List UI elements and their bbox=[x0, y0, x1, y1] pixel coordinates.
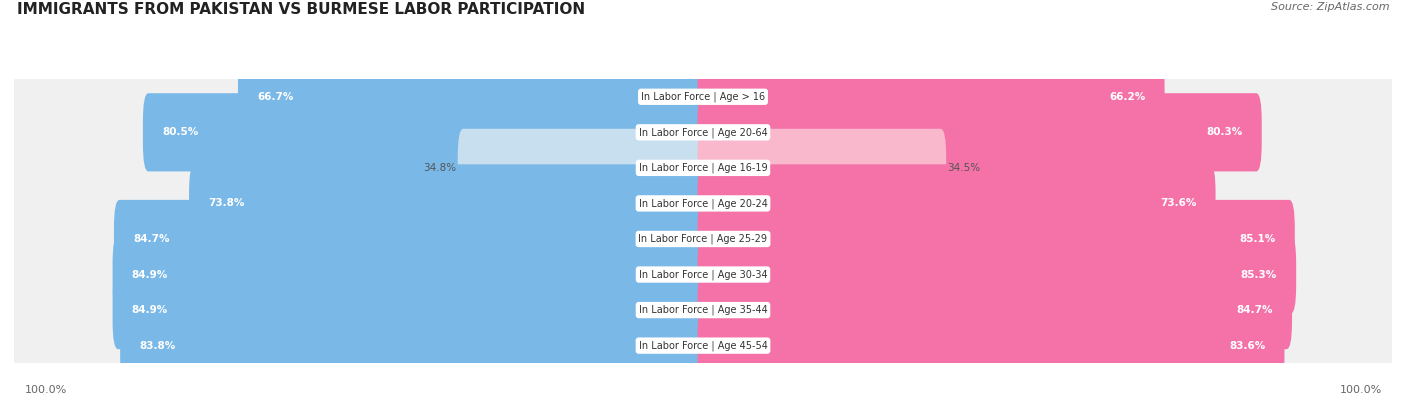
FancyBboxPatch shape bbox=[697, 235, 1296, 314]
Text: 84.7%: 84.7% bbox=[1236, 305, 1272, 315]
Text: In Labor Force | Age 20-24: In Labor Force | Age 20-24 bbox=[638, 198, 768, 209]
FancyBboxPatch shape bbox=[13, 217, 1393, 332]
Text: 73.6%: 73.6% bbox=[1160, 198, 1197, 209]
FancyBboxPatch shape bbox=[13, 110, 1393, 226]
Text: 73.8%: 73.8% bbox=[208, 198, 245, 209]
Text: 100.0%: 100.0% bbox=[1340, 386, 1382, 395]
Text: In Labor Force | Age 45-54: In Labor Force | Age 45-54 bbox=[638, 340, 768, 351]
FancyBboxPatch shape bbox=[697, 271, 1292, 349]
Text: 83.6%: 83.6% bbox=[1229, 340, 1265, 351]
FancyBboxPatch shape bbox=[114, 200, 709, 278]
FancyBboxPatch shape bbox=[112, 271, 709, 349]
FancyBboxPatch shape bbox=[112, 235, 709, 314]
Text: 84.9%: 84.9% bbox=[132, 269, 169, 280]
FancyBboxPatch shape bbox=[120, 307, 709, 385]
Text: 85.3%: 85.3% bbox=[1240, 269, 1277, 280]
Text: 84.7%: 84.7% bbox=[134, 234, 170, 244]
Text: In Labor Force | Age 35-44: In Labor Force | Age 35-44 bbox=[638, 305, 768, 315]
Text: In Labor Force | Age 25-29: In Labor Force | Age 25-29 bbox=[638, 234, 768, 244]
FancyBboxPatch shape bbox=[13, 181, 1393, 297]
FancyBboxPatch shape bbox=[13, 252, 1393, 368]
FancyBboxPatch shape bbox=[188, 164, 709, 243]
FancyBboxPatch shape bbox=[143, 93, 709, 171]
Text: 66.7%: 66.7% bbox=[257, 92, 294, 102]
Text: 100.0%: 100.0% bbox=[24, 386, 66, 395]
Text: 66.2%: 66.2% bbox=[1109, 92, 1146, 102]
Text: IMMIGRANTS FROM PAKISTAN VS BURMESE LABOR PARTICIPATION: IMMIGRANTS FROM PAKISTAN VS BURMESE LABO… bbox=[17, 2, 585, 17]
Text: In Labor Force | Age 16-19: In Labor Force | Age 16-19 bbox=[638, 163, 768, 173]
Text: In Labor Force | Age 30-34: In Labor Force | Age 30-34 bbox=[638, 269, 768, 280]
FancyBboxPatch shape bbox=[458, 129, 709, 207]
Text: In Labor Force | Age > 16: In Labor Force | Age > 16 bbox=[641, 92, 765, 102]
FancyBboxPatch shape bbox=[13, 75, 1393, 190]
Text: Source: ZipAtlas.com: Source: ZipAtlas.com bbox=[1271, 2, 1389, 12]
Text: 80.3%: 80.3% bbox=[1206, 127, 1243, 137]
Text: In Labor Force | Age 20-64: In Labor Force | Age 20-64 bbox=[638, 127, 768, 137]
FancyBboxPatch shape bbox=[697, 164, 1216, 243]
FancyBboxPatch shape bbox=[697, 93, 1261, 171]
Text: 83.8%: 83.8% bbox=[139, 340, 176, 351]
Text: 34.5%: 34.5% bbox=[948, 163, 981, 173]
FancyBboxPatch shape bbox=[13, 146, 1393, 261]
FancyBboxPatch shape bbox=[697, 200, 1295, 278]
FancyBboxPatch shape bbox=[697, 129, 946, 207]
Text: 84.9%: 84.9% bbox=[132, 305, 169, 315]
Text: 85.1%: 85.1% bbox=[1239, 234, 1275, 244]
FancyBboxPatch shape bbox=[13, 288, 1393, 395]
Text: 80.5%: 80.5% bbox=[162, 127, 198, 137]
FancyBboxPatch shape bbox=[697, 58, 1164, 136]
FancyBboxPatch shape bbox=[697, 307, 1285, 385]
Text: 34.8%: 34.8% bbox=[423, 163, 457, 173]
FancyBboxPatch shape bbox=[13, 39, 1393, 154]
FancyBboxPatch shape bbox=[238, 58, 709, 136]
